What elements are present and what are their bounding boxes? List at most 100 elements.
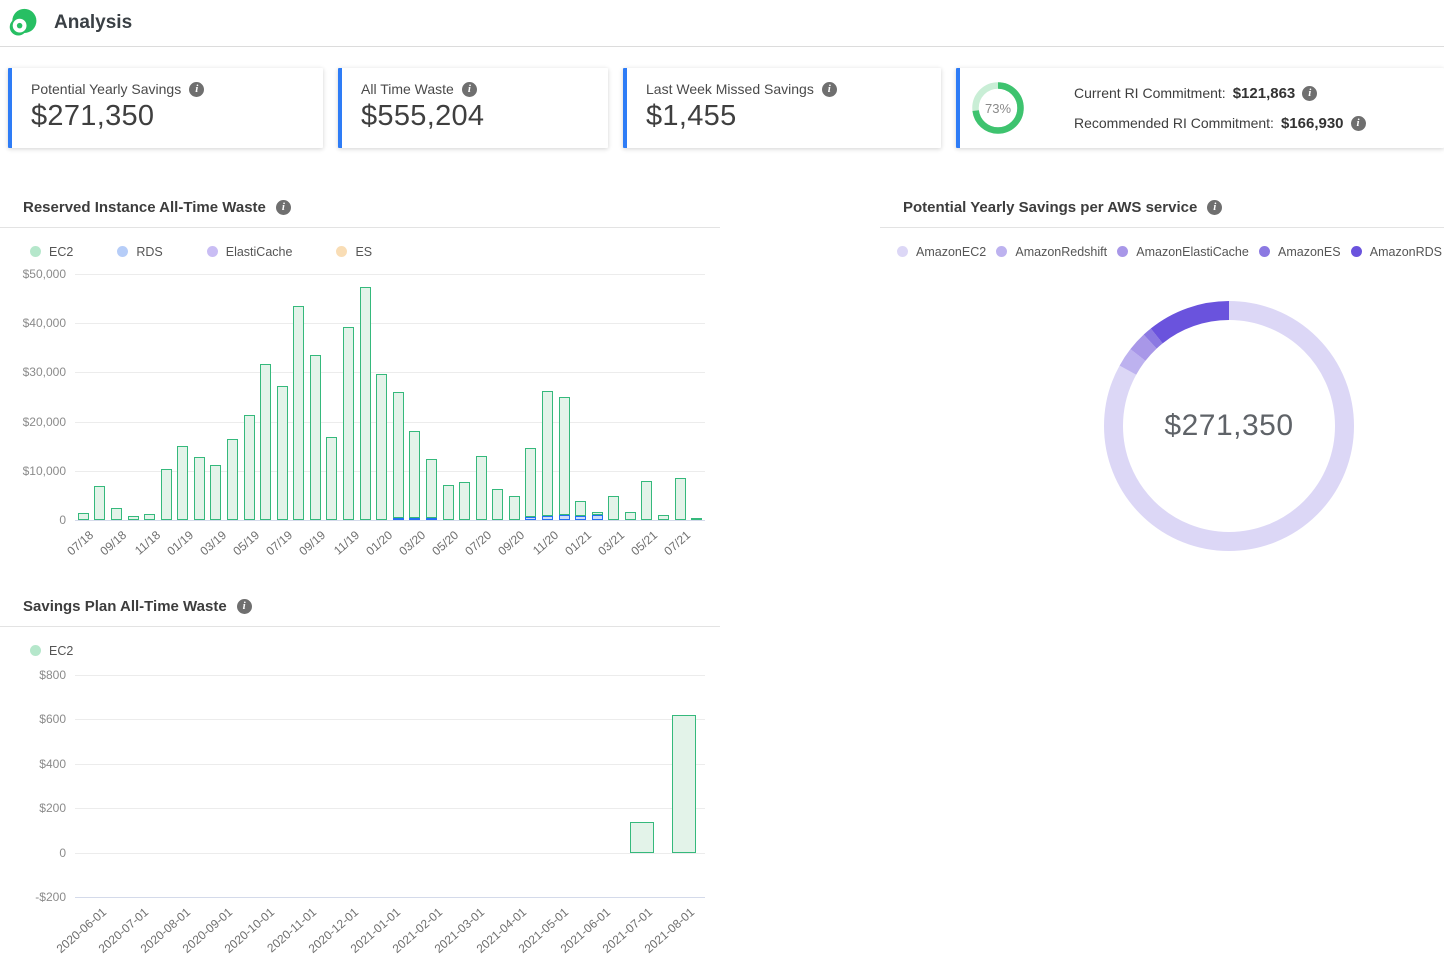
- bar-segment-ec2[interactable]: [326, 437, 338, 520]
- bar-03/19[interactable]: [210, 464, 222, 520]
- bar-segment-rds[interactable]: [525, 516, 537, 520]
- bar-segment-rds[interactable]: [409, 518, 421, 520]
- bar-segment-rds[interactable]: [392, 517, 404, 520]
- bar-segment-rds[interactable]: [558, 515, 570, 520]
- bar-05/20[interactable]: [442, 484, 454, 520]
- info-icon[interactable]: i: [1207, 199, 1223, 215]
- bar-segment-ec2[interactable]: [127, 515, 139, 520]
- bar-09/20[interactable]: [508, 496, 520, 520]
- bar-segment-rds[interactable]: [542, 515, 553, 520]
- bar-segment-ec2[interactable]: [227, 439, 238, 520]
- bar-2021-08-01[interactable]: [672, 714, 696, 853]
- donut-slice-amazonrds[interactable]: [1104, 301, 1354, 551]
- bar-09/18[interactable]: [110, 508, 122, 520]
- bar-06/20[interactable]: [459, 481, 471, 520]
- bar-segment-ec2[interactable]: [442, 484, 454, 520]
- info-icon[interactable]: i: [1302, 85, 1318, 101]
- bar-segment-ec2[interactable]: [608, 496, 620, 520]
- bar-11/19[interactable]: [343, 326, 355, 520]
- bar-segment-ec2[interactable]: [630, 821, 654, 853]
- info-icon[interactable]: i: [236, 598, 252, 614]
- bar-segment-ec2[interactable]: [641, 481, 653, 520]
- info-icon[interactable]: i: [461, 81, 477, 97]
- legend-item-elasticache[interactable]: ElastiCache: [206, 245, 292, 259]
- bar-05/21[interactable]: [641, 481, 653, 520]
- bar-segment-rds[interactable]: [591, 515, 603, 520]
- bar-02/21[interactable]: [591, 512, 603, 520]
- bar-segment-ec2[interactable]: [672, 714, 696, 853]
- bar-segment-ec2[interactable]: [177, 445, 189, 520]
- bar-12/18[interactable]: [160, 469, 172, 520]
- bar-02/20[interactable]: [392, 392, 404, 520]
- legend-item-amazonelasticache[interactable]: AmazonElastiCache: [1117, 245, 1249, 259]
- bar-segment-ec2[interactable]: [309, 354, 321, 520]
- bar-segment-rds[interactable]: [575, 515, 587, 520]
- bar-08/19[interactable]: [293, 306, 305, 520]
- bar-12/20[interactable]: [558, 397, 570, 520]
- legend-item-es[interactable]: ES: [336, 245, 372, 259]
- bar-segment-ec2[interactable]: [525, 448, 537, 517]
- bar-10/19[interactable]: [326, 437, 338, 520]
- bar-05/19[interactable]: [243, 415, 255, 520]
- bar-02/19[interactable]: [193, 456, 205, 520]
- legend-item-amazonec2[interactable]: AmazonEC2: [897, 245, 986, 259]
- bar-06/19[interactable]: [260, 364, 272, 520]
- bar-segment-ec2[interactable]: [392, 392, 404, 518]
- bar-segment-ec2[interactable]: [459, 481, 471, 520]
- bar-03/21[interactable]: [608, 496, 620, 520]
- bar-segment-ec2[interactable]: [343, 326, 355, 520]
- bar-segment-ec2[interactable]: [193, 456, 205, 520]
- bar-03/20[interactable]: [409, 431, 421, 520]
- bar-segment-rds[interactable]: [425, 517, 437, 520]
- bar-segment-ec2[interactable]: [94, 486, 106, 520]
- bar-segment-ec2[interactable]: [359, 286, 371, 520]
- bar-segment-ec2[interactable]: [508, 496, 520, 520]
- bar-04/19[interactable]: [227, 439, 238, 520]
- legend-item-ec2[interactable]: EC2: [30, 245, 73, 259]
- bar-07/19[interactable]: [276, 386, 288, 520]
- bar-segment-ec2[interactable]: [542, 391, 553, 516]
- bar-segment-ec2[interactable]: [293, 306, 305, 520]
- bar-08/18[interactable]: [94, 486, 106, 520]
- bar-07/21[interactable]: [674, 477, 686, 520]
- bar-07/20[interactable]: [475, 456, 487, 520]
- bar-10/20[interactable]: [525, 448, 537, 520]
- bar-segment-ec2[interactable]: [160, 469, 172, 520]
- legend-item-amazonrds[interactable]: AmazonRDS: [1350, 245, 1442, 259]
- bar-08/20[interactable]: [492, 489, 504, 520]
- bar-segment-ec2[interactable]: [376, 373, 388, 520]
- bar-04/20[interactable]: [425, 458, 437, 520]
- bar-01/19[interactable]: [177, 445, 189, 520]
- bar-segment-ec2[interactable]: [475, 456, 487, 520]
- bar-segment-ec2[interactable]: [77, 512, 89, 520]
- info-icon[interactable]: i: [1350, 115, 1366, 131]
- bar-01/20[interactable]: [376, 373, 388, 520]
- bar-segment-ec2[interactable]: [409, 431, 421, 518]
- bar-11/18[interactable]: [144, 513, 156, 520]
- bar-07/18[interactable]: [77, 512, 89, 520]
- bar-08/21[interactable]: [691, 518, 703, 520]
- bar-segment-ec2[interactable]: [492, 489, 504, 520]
- bar-segment-ec2[interactable]: [558, 397, 570, 516]
- bar-segment-ec2[interactable]: [110, 508, 122, 520]
- bar-segment-ec2[interactable]: [243, 415, 255, 520]
- bar-segment-ec2[interactable]: [276, 386, 288, 520]
- bar-10/18[interactable]: [127, 515, 139, 520]
- bar-04/21[interactable]: [624, 512, 636, 520]
- bar-segment-ec2[interactable]: [260, 364, 272, 520]
- legend-item-rds[interactable]: RDS: [117, 245, 163, 259]
- bar-segment-ec2[interactable]: [624, 512, 636, 520]
- bar-segment-ec2[interactable]: [658, 515, 670, 520]
- bar-segment-ec2[interactable]: [144, 513, 156, 520]
- bar-segment-ec2[interactable]: [575, 500, 587, 516]
- bar-segment-ec2[interactable]: [674, 477, 686, 520]
- bar-segment-ec2[interactable]: [210, 464, 222, 520]
- bar-11/20[interactable]: [542, 391, 553, 520]
- legend-item-amazonredshift[interactable]: AmazonRedshift: [996, 245, 1107, 259]
- bar-segment-ec2[interactable]: [425, 458, 437, 518]
- info-icon[interactable]: i: [821, 81, 837, 97]
- legend-item-ec2[interactable]: EC2: [30, 644, 73, 658]
- bar-09/19[interactable]: [309, 354, 321, 520]
- bar-segment-ec2[interactable]: [591, 512, 603, 516]
- bar-segment-ec2[interactable]: [691, 518, 703, 520]
